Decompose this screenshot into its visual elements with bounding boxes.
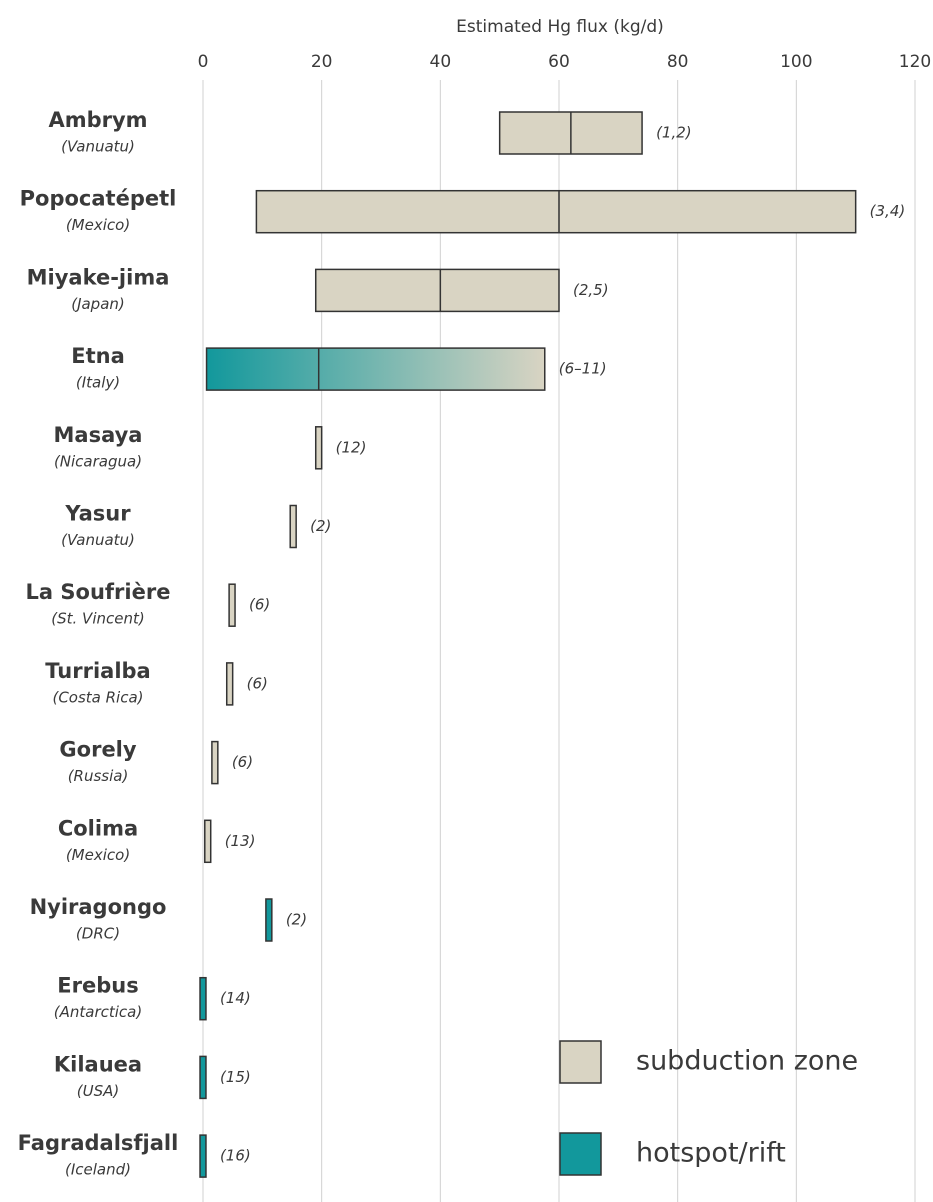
volcano-country: (USA) — [77, 1082, 119, 1100]
range-bar — [204, 819, 212, 864]
range-bar — [289, 504, 297, 549]
reference-label: (2) — [310, 517, 331, 535]
x-axis-title: Estimated Hg flux (kg/d) — [456, 17, 664, 37]
range-bar — [314, 268, 560, 313]
volcano-name: Masaya — [54, 423, 143, 447]
range-bar — [205, 347, 546, 391]
volcano-country: (Nicaragua) — [54, 452, 142, 470]
range-bar — [225, 662, 234, 706]
range-bar — [211, 740, 219, 785]
volcano-name: Etna — [71, 344, 125, 368]
volcano-country: (Mexico) — [66, 216, 130, 234]
range-bar — [199, 1134, 207, 1178]
volcano-name: Ambrym — [48, 108, 147, 132]
volcano-country: (Russia) — [68, 767, 129, 785]
x-tick-label: 100 — [780, 52, 812, 72]
reference-label: (15) — [220, 1068, 251, 1086]
range-bar — [265, 898, 273, 942]
volcano-country: (St. Vincent) — [51, 610, 144, 628]
legend-swatch — [559, 1132, 602, 1176]
volcano-name: Kilauea — [54, 1052, 142, 1076]
range-bar — [199, 976, 207, 1021]
x-tick-label: 40 — [430, 52, 452, 72]
reference-label: (6) — [249, 596, 270, 614]
volcano-country: (Costa Rica) — [52, 688, 143, 706]
range-bar — [199, 1055, 207, 1100]
volcano-country: (Mexico) — [66, 846, 130, 864]
legend-label: subduction zone — [636, 1046, 858, 1077]
reference-label: (2) — [286, 911, 307, 929]
volcano-country: (DRC) — [76, 925, 120, 943]
volcano-name: Erebus — [57, 974, 138, 998]
volcano-name: Popocatépetl — [20, 187, 177, 211]
reference-label: (6–11) — [559, 360, 607, 378]
volcano-country: (Vanuatu) — [61, 531, 135, 549]
x-tick-label: 80 — [667, 52, 689, 72]
reference-label: (1,2) — [656, 124, 692, 142]
volcano-name: Nyiragongo — [30, 895, 167, 919]
reference-label: (3,4) — [870, 202, 906, 220]
range-bar — [314, 426, 323, 470]
range-bar — [228, 583, 236, 627]
volcano-country: (Italy) — [76, 374, 120, 392]
volcano-name: Colima — [58, 816, 138, 840]
reference-label: (14) — [220, 989, 251, 1007]
reference-label: (13) — [225, 832, 256, 850]
volcano-country: (Japan) — [71, 295, 125, 313]
volcano-name: La Soufrière — [26, 580, 171, 604]
reference-label: (2,5) — [573, 281, 609, 299]
volcano-country: (Antarctica) — [54, 1003, 142, 1021]
legend-label: hotspot/rift — [636, 1138, 786, 1169]
reference-label: (12) — [336, 438, 367, 456]
volcano-name: Turrialba — [45, 659, 150, 683]
range-bar — [255, 189, 857, 234]
volcano-name: Yasur — [64, 502, 131, 526]
x-tick-label: 0 — [198, 52, 209, 72]
x-tick-label: 20 — [311, 52, 333, 72]
x-tick-label: 120 — [899, 52, 931, 72]
volcano-name: Gorely — [59, 738, 136, 762]
reference-label: (6) — [247, 674, 268, 692]
reference-label: (6) — [232, 753, 253, 771]
x-tick-label: 60 — [548, 52, 570, 72]
volcano-name: Fagradalsfjall — [18, 1131, 179, 1155]
volcano-country: (Iceland) — [65, 1161, 131, 1179]
legend-swatch — [559, 1040, 602, 1084]
volcano-country: (Vanuatu) — [61, 138, 135, 156]
volcano-name: Miyake-jima — [27, 265, 170, 289]
reference-label: (16) — [220, 1147, 251, 1165]
